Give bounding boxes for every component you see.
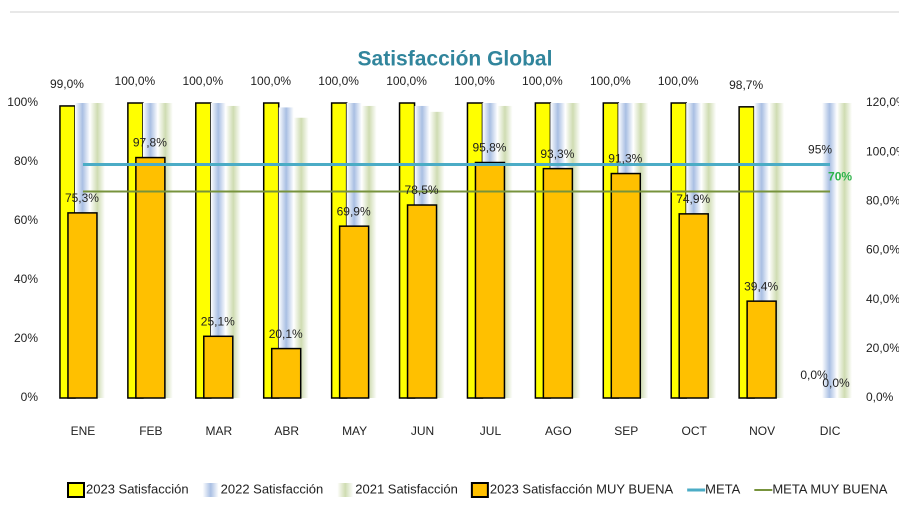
y-tick-label: 40% [14, 272, 38, 286]
bar [474, 161, 506, 399]
data-label: 91,3% [608, 152, 642, 166]
bar [293, 117, 309, 398]
x-tick-label: ENE [71, 424, 96, 438]
line-end-label: 95% [808, 143, 832, 157]
y2-tick-label: 0,0% [866, 390, 894, 404]
x-tick-label: NOV [749, 424, 775, 438]
legend-label: 2022 Satisfacción [221, 481, 324, 496]
legend-swatch [337, 483, 354, 497]
y-tick-label: 80% [14, 154, 38, 168]
data-label: 0,0% [822, 376, 850, 390]
data-label: 100,0% [318, 74, 359, 88]
bar [338, 225, 370, 399]
x-tick-label: OCT [682, 424, 708, 438]
x-tick-label: MAY [342, 424, 367, 438]
data-label: 100,0% [182, 74, 223, 88]
data-label: 69,9% [337, 204, 371, 218]
bar [746, 300, 777, 399]
bar [225, 105, 241, 398]
legend: 2023 Satisfacción 2022 Satisfacción 2021 S… [67, 481, 888, 498]
legend-swatch [202, 483, 219, 497]
bar [135, 156, 166, 399]
legend-label: META MUY BUENA [772, 481, 887, 496]
legend-swatch [67, 482, 85, 498]
y-tick-label: 60% [14, 213, 38, 227]
data-label: 39,4% [744, 279, 778, 293]
x-tick-label: SEP [614, 424, 638, 438]
line-end-label: 70% [828, 170, 852, 184]
data-label: 100,0% [250, 74, 291, 88]
bar [837, 103, 853, 398]
data-label: 25,1% [201, 314, 235, 328]
bar [610, 172, 642, 399]
data-label: 100,0% [522, 74, 563, 88]
x-tick-label: AGO [545, 424, 572, 438]
bar [270, 347, 302, 399]
bar [822, 103, 838, 398]
y2-tick-label: 100,0% [866, 144, 899, 158]
x-tick-label: MAR [205, 424, 232, 438]
bar [678, 213, 709, 399]
data-label: 75,3% [65, 191, 99, 205]
bar [67, 212, 98, 399]
legend-label: META [705, 481, 740, 496]
y-tick-label: 100% [7, 95, 38, 109]
data-label: 100,0% [454, 74, 495, 88]
chart-title: Satisfacción Global [358, 48, 553, 71]
bar [210, 103, 226, 398]
x-tick-label: FEB [139, 424, 162, 438]
y2-tick-label: 40,0% [866, 292, 899, 306]
data-label: 98,7% [729, 78, 763, 92]
legend-label: 2023 Satisfacción [86, 481, 189, 496]
data-label: 74,9% [676, 192, 710, 206]
bar [278, 107, 294, 399]
y2-tick-label: 60,0% [866, 243, 899, 257]
x-tick-label: JUN [411, 424, 434, 438]
data-label: 99,0% [50, 77, 84, 91]
data-label: 0,0% [800, 368, 828, 382]
data-label: 100,0% [386, 74, 427, 88]
x-tick-label: ABR [274, 424, 299, 438]
bar [542, 167, 574, 399]
y-tick-label: 0% [21, 390, 39, 404]
legend-swatch [470, 482, 489, 498]
plot: 0% 20% 40% 60% 80% 100% 0,0% 20,0% 40,0% 60,0% 80,… [7, 74, 899, 438]
data-label: 78,5% [405, 183, 439, 197]
bar [406, 204, 438, 399]
legend-label: 2021 Satisfacción [355, 481, 458, 496]
y2-tick-label: 120,0% [866, 95, 899, 109]
legend-label: 2023 Satisfacción MUY BUENA [490, 481, 674, 496]
y2-tick-label: 20,0% [866, 341, 899, 355]
data-label: 97,8% [133, 136, 167, 150]
x-tick-label: DIC [820, 424, 841, 438]
data-label: 20,1% [269, 327, 303, 341]
data-label: 100,0% [658, 74, 699, 88]
y2-tick-label: 80,0% [866, 194, 899, 208]
data-label: 100,0% [115, 74, 156, 88]
y-tick-label: 20% [14, 331, 38, 345]
data-label: 93,3% [540, 147, 574, 161]
data-label: 95,8% [472, 141, 506, 155]
data-label: 100,0% [590, 74, 631, 88]
bar [203, 335, 234, 399]
x-tick-label: JUL [480, 424, 502, 438]
